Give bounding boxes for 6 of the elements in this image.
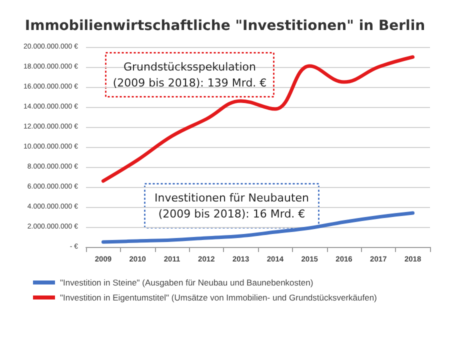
- line-series: [101, 55, 415, 183]
- chart-title: Immobilienwirtschaftliche "Investitionen" in Berlin: [24, 18, 426, 34]
- legend-label: "Investition in Eigentumstitel" (Umsätze von Immobilien- und Grundstücksverkäufen): [60, 292, 378, 302]
- annotation: Investitionen für Neubauten (2009 bis 2018): 16 Mrd. €: [154, 191, 310, 220]
- legend-label: "Investition in Steine" (Ausgaben für Neubau und Baunebenkosten): [60, 278, 314, 288]
- annotation: Grundstücksspekulation (2009 bis 2018): 139 Mrd. €: [112, 60, 267, 90]
